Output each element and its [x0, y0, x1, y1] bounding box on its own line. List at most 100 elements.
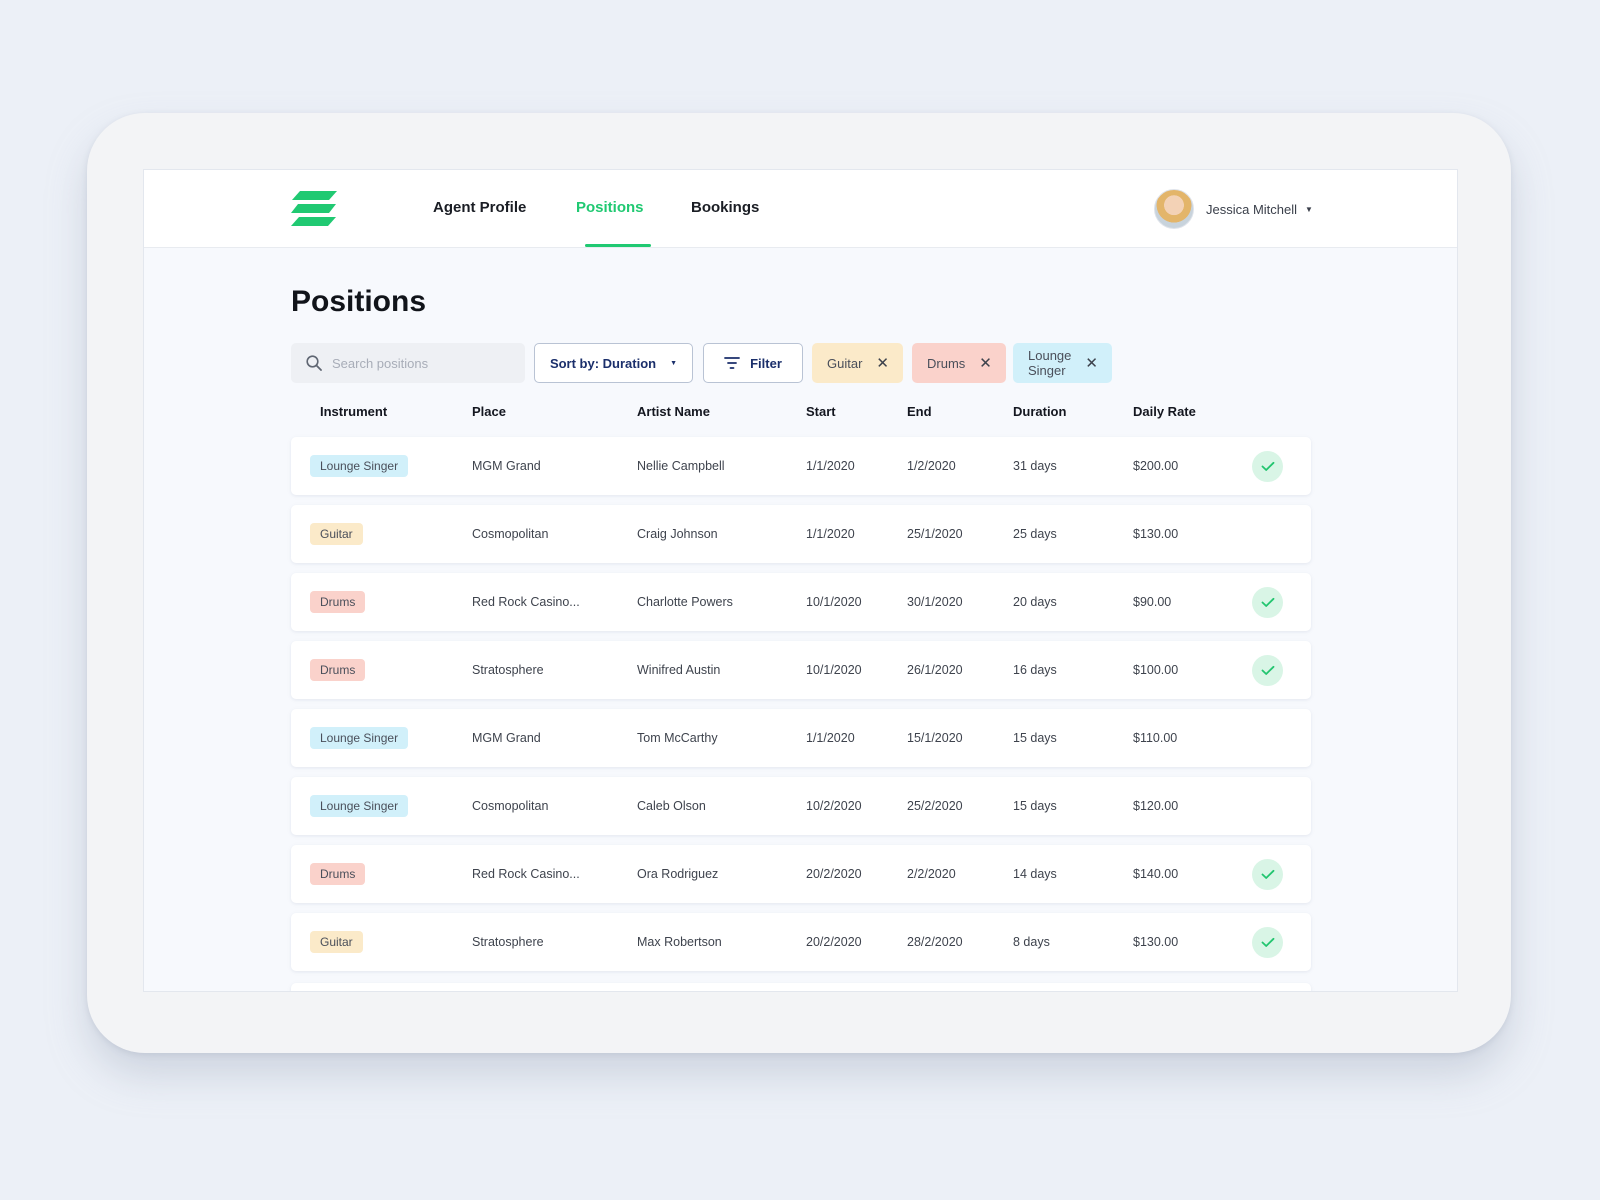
rate-cell: $140.00	[1133, 867, 1179, 881]
close-icon[interactable]: ✕	[979, 355, 992, 372]
start-cell: 10/1/2020	[806, 663, 862, 677]
start-cell: 1/1/2020	[806, 459, 855, 473]
instrument-tag: Guitar	[310, 523, 363, 545]
sort-label: Sort by: Duration	[549, 355, 657, 371]
app-screen: Agent Profile Positions Bookings Jessica…	[143, 169, 1458, 992]
artist-cell: Charlotte Powers	[637, 595, 733, 609]
rate-cell: $120.00	[1133, 799, 1179, 813]
top-navigation-bar: Agent Profile Positions Bookings Jessica…	[144, 170, 1457, 248]
chip-label: Lounge Singer	[1028, 348, 1072, 378]
end-cell: 1/2/2020	[907, 459, 956, 473]
user-name: Jessica Mitchell	[1206, 201, 1298, 217]
instrument-tag: Drums	[310, 863, 366, 885]
end-cell: 28/2/2020	[907, 935, 963, 949]
duration-cell: 15 days	[1013, 799, 1057, 813]
rate-cell: $100.00	[1133, 663, 1179, 677]
user-menu[interactable]: Jessica Mitchell ▼	[1154, 189, 1313, 229]
table-header: Instrument Place Artist Name Start End D…	[291, 404, 1311, 428]
artist-cell: Winifred Austin	[637, 663, 721, 677]
duration-cell: 31 days	[1013, 459, 1057, 473]
rate-cell: $110.00	[1133, 731, 1178, 745]
filter-button[interactable]: Filter	[703, 343, 803, 383]
check-icon[interactable]	[1252, 859, 1283, 890]
start-cell: 10/2/2020	[806, 799, 862, 813]
instrument-tag: Guitar	[310, 931, 363, 953]
search-icon	[306, 355, 322, 371]
nav-bookings[interactable]: Bookings	[691, 199, 760, 216]
table-row[interactable]: Lounge Singer Cosmopolitan Caleb Olson 1…	[291, 777, 1311, 835]
sort-dropdown[interactable]: Sort by: Duration ▼	[534, 343, 693, 383]
instrument-tag: Lounge Singer	[310, 455, 409, 477]
column-header-instrument[interactable]: Instrument	[320, 404, 388, 419]
instrument-tag: Drums	[310, 591, 366, 613]
column-header-start[interactable]: Start	[806, 404, 836, 419]
nav-positions[interactable]: Positions	[576, 199, 644, 216]
chip-label: Drums	[927, 355, 966, 371]
table-row[interactable]: Drums Red Rock Casino... Charlotte Power…	[291, 573, 1311, 631]
duration-cell: 16 days	[1013, 663, 1057, 677]
place-cell: Red Rock Casino...	[472, 867, 580, 881]
search-input[interactable]	[332, 355, 502, 371]
rate-cell: $130.00	[1133, 935, 1179, 949]
table-row[interactable]: Guitar Stratosphere Max Robertson 20/2/2…	[291, 913, 1311, 971]
place-cell: Stratosphere	[472, 935, 544, 949]
end-cell: 26/1/2020	[907, 663, 963, 677]
logo-icon[interactable]	[290, 190, 338, 228]
duration-cell: 25 days	[1013, 527, 1057, 541]
column-header-place[interactable]: Place	[472, 404, 506, 419]
start-cell: 1/1/2020	[806, 731, 855, 745]
filter-chip-guitar[interactable]: Guitar ✕	[812, 343, 903, 383]
end-cell: 15/1/2020	[907, 731, 963, 745]
close-icon[interactable]: ✕	[876, 355, 889, 372]
start-cell: 1/1/2020	[806, 527, 855, 541]
rate-cell: $130.00	[1133, 527, 1179, 541]
end-cell: 25/2/2020	[907, 799, 963, 813]
check-icon[interactable]	[1252, 655, 1283, 686]
instrument-tag: Lounge Singer	[310, 727, 409, 749]
filter-chip-lounge-singer[interactable]: Lounge Singer ✕	[1013, 343, 1112, 383]
check-icon[interactable]	[1252, 451, 1283, 482]
chevron-down-icon: ▼	[1305, 204, 1313, 214]
close-icon[interactable]: ✕	[1085, 355, 1098, 372]
place-cell: Cosmopolitan	[472, 799, 549, 813]
artist-cell: Max Robertson	[637, 935, 722, 949]
end-cell: 2/2/2020	[907, 867, 956, 881]
nav-agent-profile[interactable]: Agent Profile	[433, 199, 527, 216]
duration-cell: 8 days	[1013, 935, 1050, 949]
start-cell: 10/1/2020	[806, 595, 862, 609]
table-row[interactable]: Drums Stratosphere Winifred Austin 10/1/…	[291, 641, 1311, 699]
table-row[interactable]: Lounge Singer MGM Grand Nellie Campbell …	[291, 437, 1311, 495]
end-cell: 25/1/2020	[907, 527, 963, 541]
check-icon[interactable]	[1252, 927, 1283, 958]
chip-label: Guitar	[827, 355, 863, 371]
page-title: Positions	[291, 285, 427, 318]
table-row[interactable]: Guitar Cosmopolitan Craig Johnson 1/1/20…	[291, 505, 1311, 563]
column-header-artist-name[interactable]: Artist Name	[637, 404, 710, 419]
start-cell: 20/2/2020	[806, 935, 862, 949]
column-header-duration[interactable]: Duration	[1013, 404, 1067, 419]
place-cell: MGM Grand	[472, 459, 541, 473]
check-icon[interactable]	[1252, 587, 1283, 618]
filter-icon	[724, 357, 740, 369]
table-row[interactable]: Drums Red Rock Casino... Ora Rodriguez 2…	[291, 845, 1311, 903]
filter-chip-drums[interactable]: Drums ✕	[912, 343, 1006, 383]
end-cell: 30/1/2020	[907, 595, 963, 609]
filter-label: Filter	[750, 355, 782, 371]
column-header-daily-rate[interactable]: Daily Rate	[1133, 404, 1196, 419]
start-cell: 20/2/2020	[806, 867, 862, 881]
table-row[interactable]: Lounge Singer MGM Grand Tom McCarthy 1/1…	[291, 709, 1311, 767]
table-row[interactable]	[291, 983, 1311, 991]
artist-cell: Caleb Olson	[637, 799, 706, 813]
artist-cell: Ora Rodriguez	[637, 867, 719, 881]
chevron-down-icon: ▼	[670, 359, 678, 367]
active-tab-indicator	[585, 244, 651, 247]
search-box	[291, 343, 525, 383]
duration-cell: 14 days	[1013, 867, 1057, 881]
rate-cell: $200.00	[1133, 459, 1179, 473]
artist-cell: Craig Johnson	[637, 527, 718, 541]
column-header-end[interactable]: End	[907, 404, 932, 419]
place-cell: Cosmopolitan	[472, 527, 549, 541]
duration-cell: 15 days	[1013, 731, 1057, 745]
instrument-tag: Drums	[310, 659, 366, 681]
artist-cell: Tom McCarthy	[637, 731, 718, 745]
